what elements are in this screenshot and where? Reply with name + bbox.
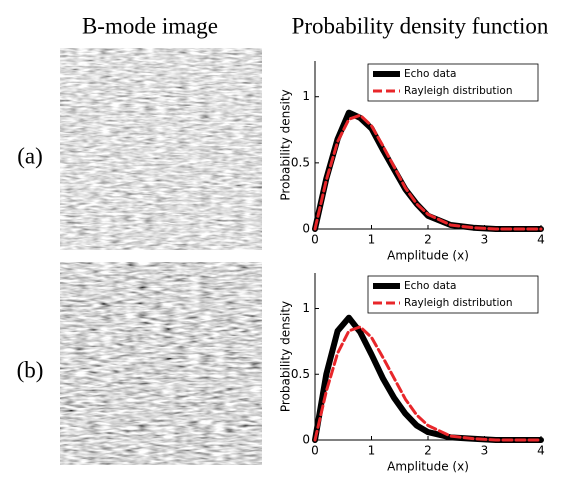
legend-label: Rayleigh distribution <box>404 85 513 97</box>
b-mode-image <box>60 48 262 250</box>
x-tick-label: 3 <box>481 444 489 458</box>
x-tick-label: 0 <box>311 233 319 247</box>
x-tick-label: 0 <box>311 444 319 458</box>
data-line <box>313 325 543 442</box>
y-tick-label: 0 <box>302 433 310 447</box>
x-axis-label: Amplitude (x) <box>387 460 469 474</box>
x-tick-label: 2 <box>424 233 432 247</box>
x-tick-label: 1 <box>368 444 376 458</box>
y-tick-label: 0 <box>302 222 310 236</box>
y-axis-label: Probability density <box>279 89 293 200</box>
panel-label: (b) <box>17 357 44 382</box>
data-line <box>312 109 544 232</box>
legend-label: Rayleigh distribution <box>404 297 513 309</box>
panel-label: (a) <box>17 143 43 168</box>
data-line <box>312 314 544 443</box>
legend-box <box>367 63 539 102</box>
x-tick-label: 3 <box>481 233 489 247</box>
column-header: Probability density function <box>292 13 549 38</box>
column-header: B-mode image <box>82 13 218 38</box>
x-tick-label: 2 <box>424 444 432 458</box>
y-tick-label: 0.5 <box>291 367 310 381</box>
x-tick-label: 4 <box>537 233 545 247</box>
y-axis-label: Probability density <box>279 301 293 412</box>
data-line <box>313 113 543 231</box>
x-tick-label: 1 <box>368 233 376 247</box>
b-mode-image <box>60 262 262 465</box>
x-axis-label: Amplitude (x) <box>387 249 469 263</box>
legend-box <box>367 275 539 314</box>
legend-label: Echo data <box>404 68 456 80</box>
y-tick-label: 1 <box>302 301 310 315</box>
y-tick-label: 1 <box>302 89 310 103</box>
legend-label: Echo data <box>404 280 456 292</box>
y-tick-label: 0.5 <box>291 155 310 169</box>
x-tick-label: 4 <box>537 444 545 458</box>
